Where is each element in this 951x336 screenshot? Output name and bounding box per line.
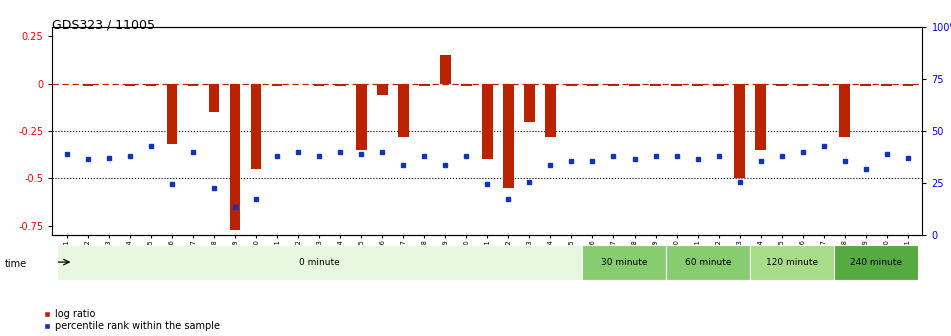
Bar [398,84,409,137]
Bar [56,245,582,280]
Bar [734,84,745,178]
Bar [834,245,919,280]
Bar [83,84,93,86]
Bar [314,84,324,86]
Bar [272,84,282,86]
Bar [209,84,220,112]
Bar [419,84,430,86]
Bar [146,84,156,86]
Bar [335,84,345,86]
Text: time: time [5,259,27,269]
Bar [251,84,262,169]
Bar [755,84,766,150]
Bar [545,84,555,137]
Bar [377,84,388,95]
Bar [166,84,178,144]
Text: 240 minute: 240 minute [850,258,902,266]
Bar [125,84,135,86]
Bar [750,245,834,280]
Bar [776,84,786,86]
Bar [482,84,493,160]
Bar [587,84,598,86]
Bar [630,84,640,86]
Bar [356,84,366,150]
Legend: log ratio, percentile rank within the sample: log ratio, percentile rank within the sa… [43,309,220,331]
Bar [819,84,829,86]
Bar [692,84,703,86]
Bar [840,84,850,137]
Bar [797,84,808,86]
Text: GDS323 / 11005: GDS323 / 11005 [52,18,155,32]
Bar [713,84,724,86]
Text: 0 minute: 0 minute [299,258,340,266]
Bar [440,55,451,84]
Bar [666,245,750,280]
Text: 30 minute: 30 minute [601,258,648,266]
Bar [188,84,199,86]
Bar [861,84,871,86]
Bar [524,84,534,122]
Text: 120 minute: 120 minute [767,258,818,266]
Bar [671,84,682,86]
Bar [566,84,576,86]
Bar [882,84,892,86]
Bar [902,84,913,86]
Text: 60 minute: 60 minute [685,258,731,266]
Bar [230,84,241,229]
Bar [609,84,619,86]
Bar [650,84,661,86]
Bar [503,84,514,188]
Bar [582,245,666,280]
Bar [461,84,472,86]
